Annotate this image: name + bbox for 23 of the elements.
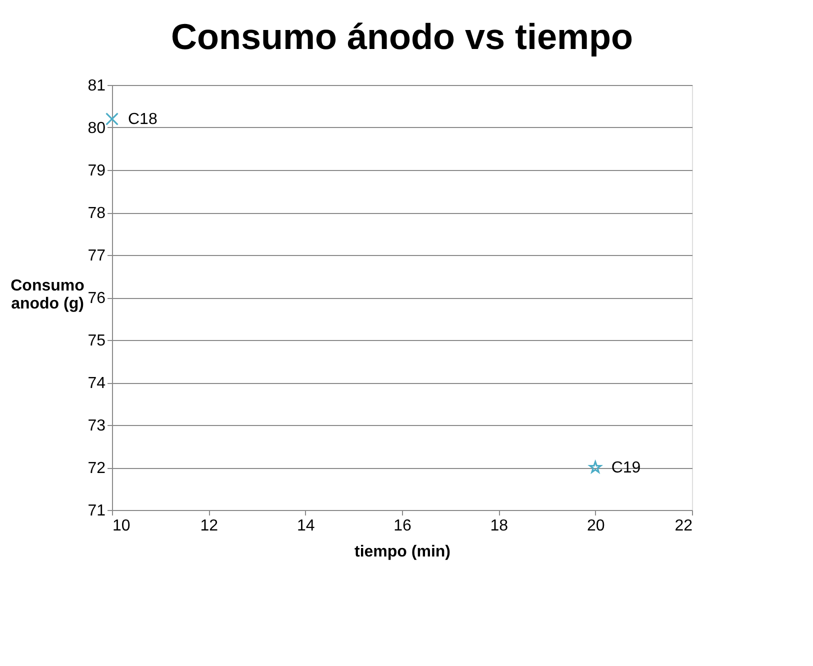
x-tick-label: 20	[586, 518, 605, 534]
x-axis-title: tiempo (min)	[354, 544, 450, 560]
y-tick-label: 75	[88, 332, 106, 350]
x-tick-label: 16	[394, 518, 412, 534]
annotation: C19	[611, 460, 641, 476]
x-tick-label: 18	[490, 518, 508, 534]
y-tick-label: 79	[88, 162, 106, 180]
chart-title: Consumo ánodo vs tiempo	[170, 16, 634, 57]
y-tick-label: 81	[88, 78, 106, 94]
y-tick-label: 71	[88, 502, 106, 520]
x-tick-label: 22	[674, 518, 693, 534]
y-tick-label: 77	[88, 248, 106, 264]
y-tick-label: 74	[88, 375, 106, 392]
y-axis-title: Consumo anodo (g)	[10, 278, 85, 312]
y-tick-label: 76	[88, 290, 106, 307]
annotation: C18	[128, 111, 158, 128]
y-tick-label: 73	[88, 418, 106, 434]
y-tick-label: 80	[88, 120, 106, 137]
x-tick-label: 12	[200, 518, 218, 534]
x-tick-label: 14	[296, 518, 315, 534]
y-tick-label: 72	[88, 460, 106, 477]
y-tick-label: 78	[88, 205, 106, 222]
x-tick-label: 10	[112, 518, 130, 534]
